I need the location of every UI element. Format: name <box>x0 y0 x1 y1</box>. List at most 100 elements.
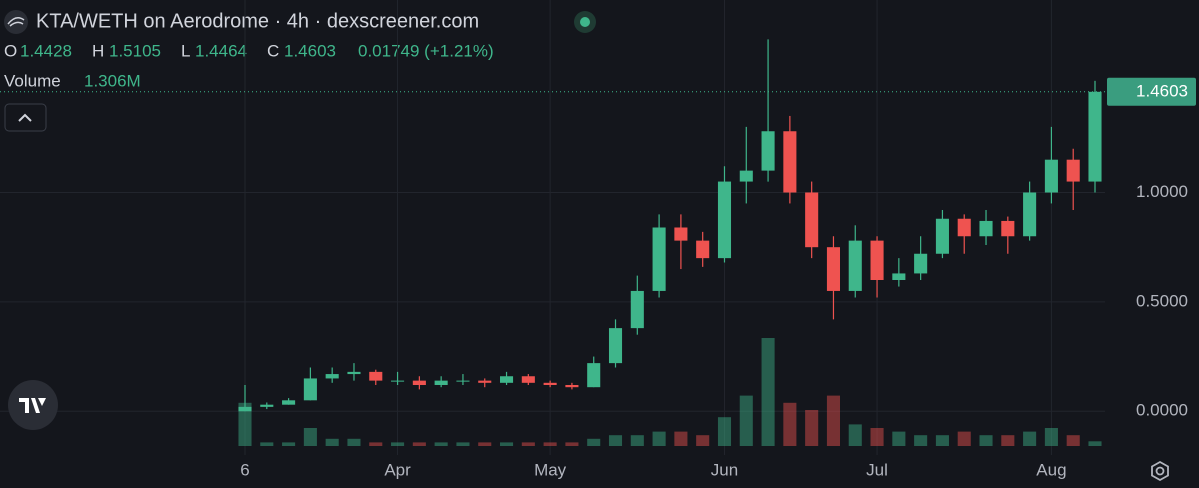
candle-body <box>347 371 361 375</box>
tradingview-logo-glyph <box>19 398 46 413</box>
candle-body <box>674 227 688 241</box>
volume-bar <box>282 442 296 446</box>
volume-bar <box>957 431 971 446</box>
plot-area: 0.0000 0.5000 1.0000 6 Apr May Jun Jul Aug 1.4603 <box>0 0 1196 479</box>
candle-body <box>303 378 317 401</box>
volume-bar <box>500 442 514 446</box>
volume-bar <box>630 435 644 446</box>
candle-body <box>935 218 949 254</box>
candle-body <box>1023 192 1037 237</box>
candle-body <box>369 371 383 381</box>
volume-bar <box>848 424 862 446</box>
candle-body <box>1044 159 1058 193</box>
candle-body <box>717 181 732 259</box>
volume-bar <box>805 410 819 446</box>
volume-bar <box>652 431 666 446</box>
candle-body <box>870 240 884 280</box>
low-label: L <box>181 41 190 60</box>
y-tick-label: 0.5000 <box>1136 291 1188 310</box>
volume-bar <box>391 442 405 446</box>
candle-body <box>543 382 557 385</box>
token-icon-glyph <box>7 17 25 27</box>
candle-body <box>500 376 514 383</box>
volume-bar <box>1066 435 1080 446</box>
x-tick-label: 6 <box>240 460 249 479</box>
volume-bar <box>478 442 492 446</box>
candle-body <box>1001 220 1015 237</box>
candle-body <box>587 363 601 388</box>
volume-bar <box>303 428 317 446</box>
y-tick-label: 0.0000 <box>1136 401 1188 420</box>
settings-icon <box>1151 460 1169 482</box>
candle-body <box>521 376 535 383</box>
volume-bar <box>434 442 448 446</box>
x-tick-label: Aug <box>1036 460 1066 479</box>
volume-bar <box>870 428 884 446</box>
candle-body <box>652 227 666 291</box>
volume-bar <box>587 438 601 446</box>
last-price-tag <box>1107 77 1196 106</box>
candle-body <box>608 328 623 364</box>
volume-bar <box>347 438 361 446</box>
candle-body <box>826 247 840 291</box>
volume-bar <box>914 435 928 446</box>
low-value: 1.4464 <box>195 41 247 60</box>
volume-bar <box>892 431 906 446</box>
volume-bar <box>1023 431 1037 446</box>
collapse-button[interactable] <box>4 103 47 132</box>
volume-bar <box>761 338 775 446</box>
candle-body <box>260 404 274 407</box>
candle-body <box>391 380 405 382</box>
tradingview-logo[interactable] <box>8 380 58 430</box>
volume-value: 1.306M <box>84 71 141 90</box>
candle-body <box>412 380 426 385</box>
status-dot <box>580 17 590 27</box>
volume-label: Volume <box>4 71 61 90</box>
x-tick-label: Jun <box>711 460 738 479</box>
change-value: 0.01749 (+1.21%) <box>358 41 494 60</box>
x-tick-label: Apr <box>384 460 411 479</box>
volume-bar <box>412 442 426 446</box>
candle-body <box>282 400 296 405</box>
candle-body <box>761 131 775 171</box>
candle-body <box>783 131 797 193</box>
volume-bar <box>1001 435 1015 446</box>
candle-body <box>979 220 993 237</box>
volume-bar <box>935 435 949 446</box>
volume-bar <box>696 435 710 446</box>
chart-title: KTA/WETH on Aerodrome · 4h · dexscreener… <box>36 10 479 32</box>
candle-body <box>957 218 971 237</box>
volume-bar <box>1044 428 1058 446</box>
volume-bar <box>565 442 579 446</box>
settings-button[interactable] <box>1151 460 1169 482</box>
candle-body <box>325 374 339 379</box>
volume-bar <box>979 435 993 446</box>
volume-bar <box>826 395 840 446</box>
volume-bar <box>674 431 688 446</box>
volume-bar <box>238 402 252 446</box>
open-value: 1.4428 <box>20 41 72 60</box>
volume-bar <box>456 442 470 446</box>
close-value: 1.4603 <box>284 41 336 60</box>
collapse-icon <box>18 113 32 122</box>
candle-body <box>848 240 862 291</box>
candle-body <box>478 380 492 383</box>
settings-icon-center <box>1155 466 1165 476</box>
candle-body <box>456 380 470 382</box>
candle-body <box>696 240 710 259</box>
volume-bar <box>783 402 797 446</box>
high-label: H <box>92 41 104 60</box>
candle-body <box>565 385 579 388</box>
volume-bar <box>608 435 623 446</box>
close-label: C <box>267 41 279 60</box>
candle-body <box>238 406 252 412</box>
volume-bar <box>369 442 383 446</box>
open-label: O <box>4 41 17 60</box>
high-value: 1.5105 <box>109 41 161 60</box>
last-price-label: 1.4603 <box>1136 81 1188 100</box>
volume-bar <box>521 442 535 446</box>
candle-body <box>739 170 753 182</box>
candle-body <box>630 290 644 329</box>
candle-body <box>434 380 448 385</box>
